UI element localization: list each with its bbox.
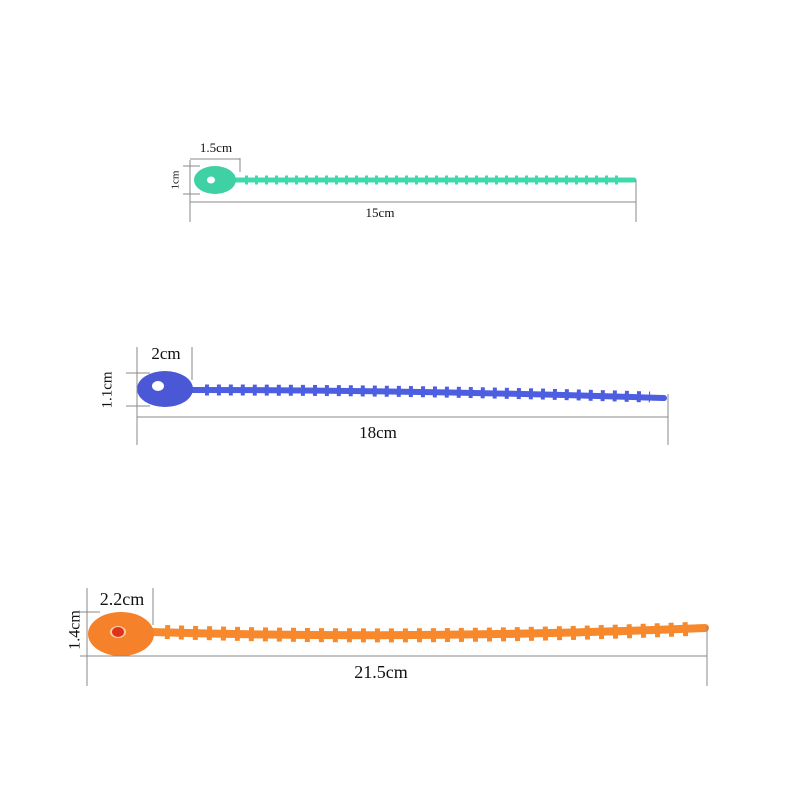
tie-medium: 2cm 1.1cm 18cm: [99, 344, 669, 445]
head-width-label: 2cm: [151, 344, 180, 363]
length-label: 15cm: [366, 205, 395, 220]
head-height-label: 1.4cm: [67, 610, 84, 650]
tie-small: 1.5cm 1cm 15cm: [170, 140, 637, 222]
length-label: 21.5cm: [354, 662, 408, 682]
head-width-label: 2.2cm: [100, 589, 145, 609]
head-height-label: 1.1cm: [99, 371, 115, 408]
length-label: 18cm: [359, 423, 397, 442]
head-hole-inner: [112, 627, 124, 637]
tie-large: 2.2cm 1.4cm 21.5cm: [67, 588, 709, 686]
head-height-label: 1cm: [170, 170, 182, 189]
head-width-label: 1.5cm: [200, 140, 232, 155]
head-hole: [207, 176, 215, 184]
strap-ridges: [204, 384, 651, 403]
head: [137, 371, 193, 407]
head-hole: [152, 381, 164, 391]
strap-ridges: [164, 622, 691, 643]
